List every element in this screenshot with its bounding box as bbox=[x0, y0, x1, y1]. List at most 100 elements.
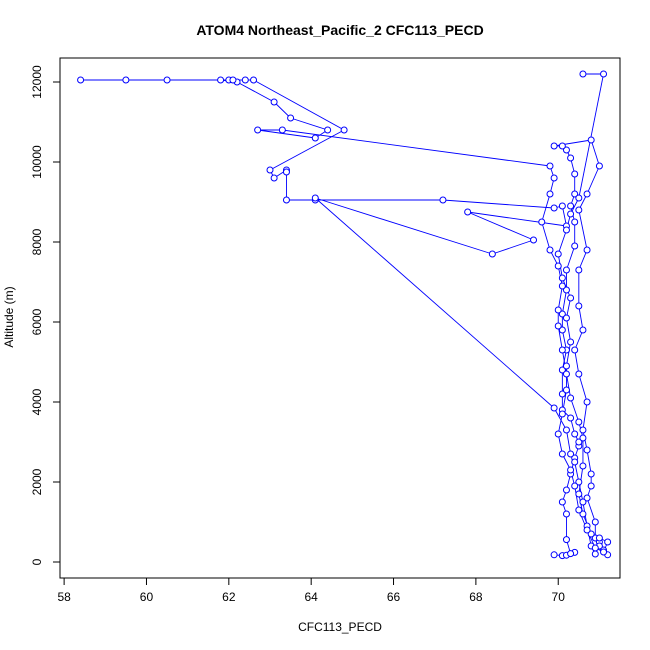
data-point bbox=[77, 76, 85, 84]
data-point bbox=[575, 370, 583, 378]
series-segment bbox=[553, 407, 567, 431]
series-segment bbox=[566, 373, 572, 399]
data-point bbox=[270, 174, 278, 182]
data-point bbox=[562, 226, 570, 234]
data-point bbox=[600, 548, 608, 556]
data-point bbox=[600, 70, 608, 78]
data-point bbox=[567, 210, 575, 218]
data-point bbox=[567, 466, 575, 474]
data-point bbox=[571, 430, 579, 438]
data-point bbox=[554, 322, 562, 330]
data-point bbox=[579, 70, 587, 78]
data-point bbox=[567, 414, 575, 422]
series-segment bbox=[467, 211, 534, 241]
series-segment bbox=[566, 245, 576, 271]
series-segment bbox=[315, 197, 493, 255]
data-point bbox=[558, 450, 566, 458]
chart-title: ATOM4 Northeast_Pacific_2 CFC113_PECD bbox=[196, 22, 483, 38]
series-segment bbox=[578, 249, 588, 271]
data-point bbox=[562, 486, 570, 494]
data-point bbox=[562, 266, 570, 274]
data-point bbox=[311, 134, 319, 142]
data-point bbox=[229, 76, 237, 84]
series-segment bbox=[290, 117, 328, 131]
data-point bbox=[571, 170, 579, 178]
x-tick-label: 66 bbox=[387, 590, 401, 604]
data-point bbox=[488, 250, 496, 258]
data-point bbox=[571, 242, 579, 250]
data-point bbox=[254, 126, 262, 134]
data-point bbox=[554, 430, 562, 438]
data-point bbox=[587, 470, 595, 478]
data-point bbox=[575, 490, 583, 498]
data-point bbox=[250, 76, 258, 84]
y-tick-label: 10000 bbox=[30, 145, 44, 179]
x-tick-label: 68 bbox=[469, 590, 483, 604]
data-point bbox=[575, 194, 583, 202]
data-point bbox=[266, 166, 274, 174]
data-point bbox=[554, 262, 562, 270]
series-segment bbox=[566, 317, 572, 343]
data-point bbox=[591, 544, 599, 552]
data-point bbox=[579, 498, 587, 506]
data-point bbox=[583, 190, 591, 198]
series-segment bbox=[586, 449, 592, 475]
data-point bbox=[579, 426, 587, 434]
data-point bbox=[340, 126, 348, 134]
data-point bbox=[558, 310, 566, 318]
data-point bbox=[604, 538, 612, 546]
y-tick-label: 8000 bbox=[30, 228, 44, 255]
data-point bbox=[587, 482, 595, 490]
x-tick-label: 70 bbox=[552, 590, 566, 604]
series-segment bbox=[578, 73, 604, 199]
data-point bbox=[562, 536, 570, 544]
data-point bbox=[558, 366, 566, 374]
data-point bbox=[217, 76, 225, 84]
data-point bbox=[287, 114, 295, 122]
data-point bbox=[587, 530, 595, 538]
data-point bbox=[575, 506, 583, 514]
data-point bbox=[587, 136, 595, 144]
data-point bbox=[562, 370, 570, 378]
data-point bbox=[558, 498, 566, 506]
series-segment bbox=[574, 485, 580, 511]
plot-frame bbox=[59, 57, 621, 579]
series-segment bbox=[578, 373, 588, 403]
x-tick-label: 64 bbox=[304, 590, 318, 604]
data-point bbox=[439, 196, 447, 204]
series-segment bbox=[561, 289, 567, 315]
data-point bbox=[554, 306, 562, 314]
data-point bbox=[595, 162, 603, 170]
data-point bbox=[558, 274, 566, 282]
data-point bbox=[575, 206, 583, 214]
data-point bbox=[571, 482, 579, 490]
data-point bbox=[546, 190, 554, 198]
data-point bbox=[550, 551, 558, 559]
data-point bbox=[579, 510, 587, 518]
y-tick-label: 6000 bbox=[30, 308, 44, 335]
data-point bbox=[591, 550, 599, 558]
series-segment bbox=[282, 129, 551, 167]
data-point bbox=[567, 202, 575, 210]
x-axis-label: CFC113_PECD bbox=[298, 620, 382, 634]
data-point bbox=[538, 218, 546, 226]
series-segment bbox=[586, 165, 600, 195]
data-point bbox=[530, 236, 538, 244]
series-lines bbox=[80, 73, 609, 557]
data-point bbox=[567, 154, 575, 162]
data-point bbox=[562, 386, 570, 394]
y-axis-label: Altitude (m) bbox=[2, 286, 16, 347]
series-segment bbox=[570, 397, 580, 423]
series-segment bbox=[582, 401, 588, 431]
data-point bbox=[567, 394, 575, 402]
data-point bbox=[558, 142, 566, 150]
data-point bbox=[571, 218, 579, 226]
data-point bbox=[567, 550, 575, 558]
data-point bbox=[562, 314, 570, 322]
series-segment bbox=[314, 197, 555, 409]
data-point bbox=[282, 168, 290, 176]
data-point bbox=[562, 426, 570, 434]
series-segment bbox=[574, 329, 584, 351]
data-point bbox=[575, 302, 583, 310]
